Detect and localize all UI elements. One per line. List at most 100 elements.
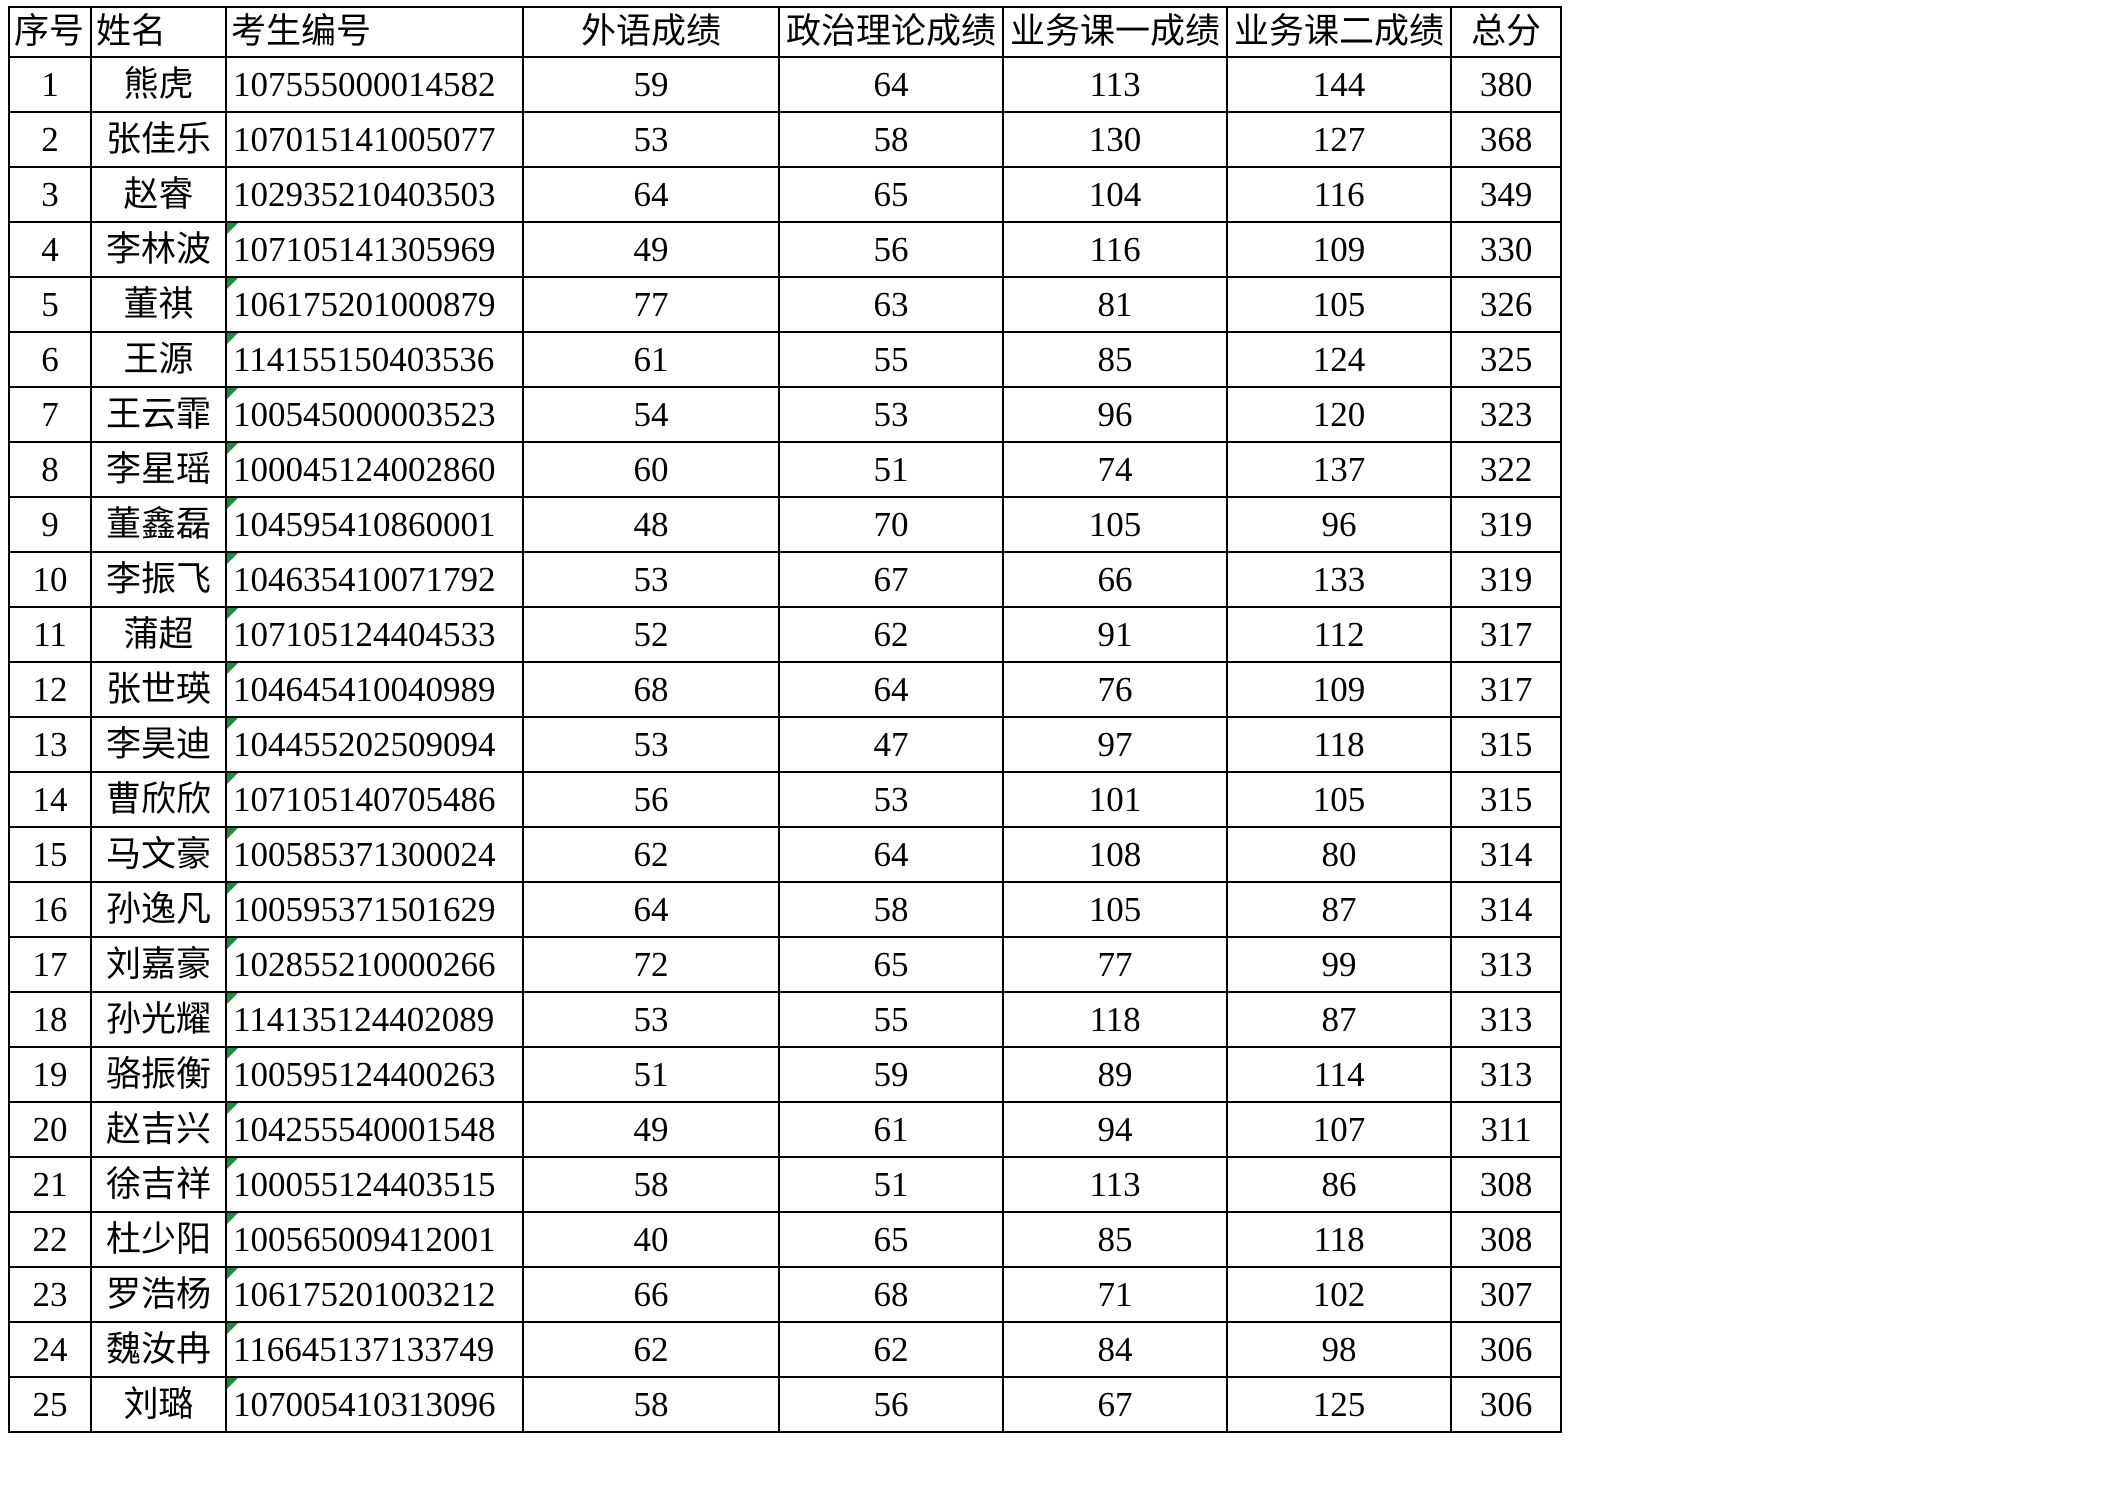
cell-major1-score[interactable]: 67 [1002, 1376, 1229, 1433]
cell-index[interactable]: 10 [7, 551, 93, 608]
cell-politics-score[interactable]: 51 [778, 1156, 1005, 1213]
cell-exam-id[interactable]: 100565009412001 [225, 1211, 525, 1268]
cell-major2-score[interactable]: 107 [1226, 1101, 1453, 1158]
cell-exam-id[interactable]: 104455202509094 [225, 716, 525, 773]
cell-major1-score[interactable]: 113 [1002, 1156, 1229, 1213]
table-row[interactable]: 2 张佳乐 107015141005077 53 58 130 127 368 [7, 111, 1563, 168]
cell-foreign-score[interactable]: 49 [522, 221, 781, 278]
cell-major2-score[interactable]: 127 [1226, 111, 1453, 168]
cell-name[interactable]: 王云霏 [90, 386, 228, 443]
cell-index[interactable]: 16 [7, 881, 93, 938]
cell-total-score[interactable]: 314 [1450, 826, 1563, 883]
cell-total-score[interactable]: 308 [1450, 1211, 1563, 1268]
table-row[interactable]: 23 罗浩杨 106175201003212 66 68 71 102 307 [7, 1266, 1563, 1323]
cell-major2-score[interactable]: 98 [1226, 1321, 1453, 1378]
table-row[interactable]: 12 张世瑛 104645410040989 68 64 76 109 317 [7, 661, 1563, 718]
cell-politics-score[interactable]: 47 [778, 716, 1005, 773]
cell-total-score[interactable]: 313 [1450, 991, 1563, 1048]
cell-total-score[interactable]: 326 [1450, 276, 1563, 333]
cell-foreign-score[interactable]: 53 [522, 991, 781, 1048]
cell-exam-id[interactable]: 106175201000879 [225, 276, 525, 333]
cell-name[interactable]: 罗浩杨 [90, 1266, 228, 1323]
cell-politics-score[interactable]: 58 [778, 111, 1005, 168]
cell-index[interactable]: 25 [7, 1376, 93, 1433]
cell-foreign-score[interactable]: 64 [522, 881, 781, 938]
cell-major2-score[interactable]: 87 [1226, 881, 1453, 938]
table-row[interactable]: 1 熊虎 107555000014582 59 64 113 144 380 [7, 56, 1563, 113]
cell-major1-score[interactable]: 77 [1002, 936, 1229, 993]
cell-foreign-score[interactable]: 64 [522, 166, 781, 223]
cell-major1-score[interactable]: 113 [1002, 56, 1229, 113]
cell-exam-id[interactable]: 102855210000266 [225, 936, 525, 993]
cell-name[interactable]: 李星瑶 [90, 441, 228, 498]
cell-name[interactable]: 杜少阳 [90, 1211, 228, 1268]
cell-foreign-score[interactable]: 52 [522, 606, 781, 663]
cell-exam-id[interactable]: 104255540001548 [225, 1101, 525, 1158]
cell-index[interactable]: 14 [7, 771, 93, 828]
cell-total-score[interactable]: 349 [1450, 166, 1563, 223]
cell-major1-score[interactable]: 74 [1002, 441, 1229, 498]
cell-exam-id[interactable]: 107105124404533 [225, 606, 525, 663]
cell-exam-id[interactable]: 104635410071792 [225, 551, 525, 608]
cell-foreign-score[interactable]: 48 [522, 496, 781, 553]
cell-politics-score[interactable]: 62 [778, 606, 1005, 663]
cell-politics-score[interactable]: 55 [778, 331, 1005, 388]
cell-name[interactable]: 张世瑛 [90, 661, 228, 718]
cell-major1-score[interactable]: 76 [1002, 661, 1229, 718]
cell-exam-id[interactable]: 102935210403503 [225, 166, 525, 223]
table-row[interactable]: 14 曹欣欣 107105140705486 56 53 101 105 315 [7, 771, 1563, 828]
cell-foreign-score[interactable]: 53 [522, 111, 781, 168]
cell-name[interactable]: 李昊迪 [90, 716, 228, 773]
cell-name[interactable]: 徐吉祥 [90, 1156, 228, 1213]
cell-name[interactable]: 李林波 [90, 221, 228, 278]
cell-exam-id[interactable]: 107005410313096 [225, 1376, 525, 1433]
cell-index[interactable]: 6 [7, 331, 93, 388]
table-row[interactable]: 11 蒲超 107105124404533 52 62 91 112 317 [7, 606, 1563, 663]
cell-total-score[interactable]: 380 [1450, 56, 1563, 113]
cell-major2-score[interactable]: 86 [1226, 1156, 1453, 1213]
cell-total-score[interactable]: 306 [1450, 1376, 1563, 1433]
cell-exam-id[interactable]: 100545000003523 [225, 386, 525, 443]
cell-politics-score[interactable]: 55 [778, 991, 1005, 1048]
cell-index[interactable]: 17 [7, 936, 93, 993]
cell-politics-score[interactable]: 53 [778, 386, 1005, 443]
table-row[interactable]: 22 杜少阳 100565009412001 40 65 85 118 308 [7, 1211, 1563, 1268]
cell-major2-score[interactable]: 87 [1226, 991, 1453, 1048]
cell-exam-id[interactable]: 114135124402089 [225, 991, 525, 1048]
cell-major2-score[interactable]: 109 [1226, 661, 1453, 718]
table-row[interactable]: 5 董祺 106175201000879 77 63 81 105 326 [7, 276, 1563, 333]
cell-politics-score[interactable]: 65 [778, 936, 1005, 993]
table-row[interactable]: 8 李星瑶 100045124002860 60 51 74 137 322 [7, 441, 1563, 498]
cell-foreign-score[interactable]: 72 [522, 936, 781, 993]
cell-name[interactable]: 刘嘉豪 [90, 936, 228, 993]
cell-exam-id[interactable]: 107555000014582 [225, 56, 525, 113]
cell-name[interactable]: 王源 [90, 331, 228, 388]
cell-index[interactable]: 11 [7, 606, 93, 663]
cell-politics-score[interactable]: 65 [778, 166, 1005, 223]
table-row[interactable]: 19 骆振衡 100595124400263 51 59 89 114 313 [7, 1046, 1563, 1103]
cell-foreign-score[interactable]: 66 [522, 1266, 781, 1323]
cell-major1-score[interactable]: 101 [1002, 771, 1229, 828]
cell-major2-score[interactable]: 125 [1226, 1376, 1453, 1433]
cell-total-score[interactable]: 314 [1450, 881, 1563, 938]
cell-major1-score[interactable]: 91 [1002, 606, 1229, 663]
table-row[interactable]: 17 刘嘉豪 102855210000266 72 65 77 99 313 [7, 936, 1563, 993]
cell-index[interactable]: 20 [7, 1101, 93, 1158]
cell-major1-score[interactable]: 85 [1002, 1211, 1229, 1268]
cell-major1-score[interactable]: 66 [1002, 551, 1229, 608]
cell-major2-score[interactable]: 105 [1226, 276, 1453, 333]
cell-politics-score[interactable]: 58 [778, 881, 1005, 938]
cell-name[interactable]: 张佳乐 [90, 111, 228, 168]
table-row[interactable]: 6 王源 114155150403536 61 55 85 124 325 [7, 331, 1563, 388]
cell-foreign-score[interactable]: 62 [522, 1321, 781, 1378]
cell-name[interactable]: 蒲超 [90, 606, 228, 663]
cell-total-score[interactable]: 323 [1450, 386, 1563, 443]
cell-politics-score[interactable]: 56 [778, 1376, 1005, 1433]
cell-exam-id[interactable]: 100055124403515 [225, 1156, 525, 1213]
cell-name[interactable]: 魏汝冉 [90, 1321, 228, 1378]
cell-exam-id[interactable]: 106175201003212 [225, 1266, 525, 1323]
cell-major1-score[interactable]: 71 [1002, 1266, 1229, 1323]
cell-name[interactable]: 孙逸凡 [90, 881, 228, 938]
cell-name[interactable]: 董鑫磊 [90, 496, 228, 553]
cell-total-score[interactable]: 325 [1450, 331, 1563, 388]
